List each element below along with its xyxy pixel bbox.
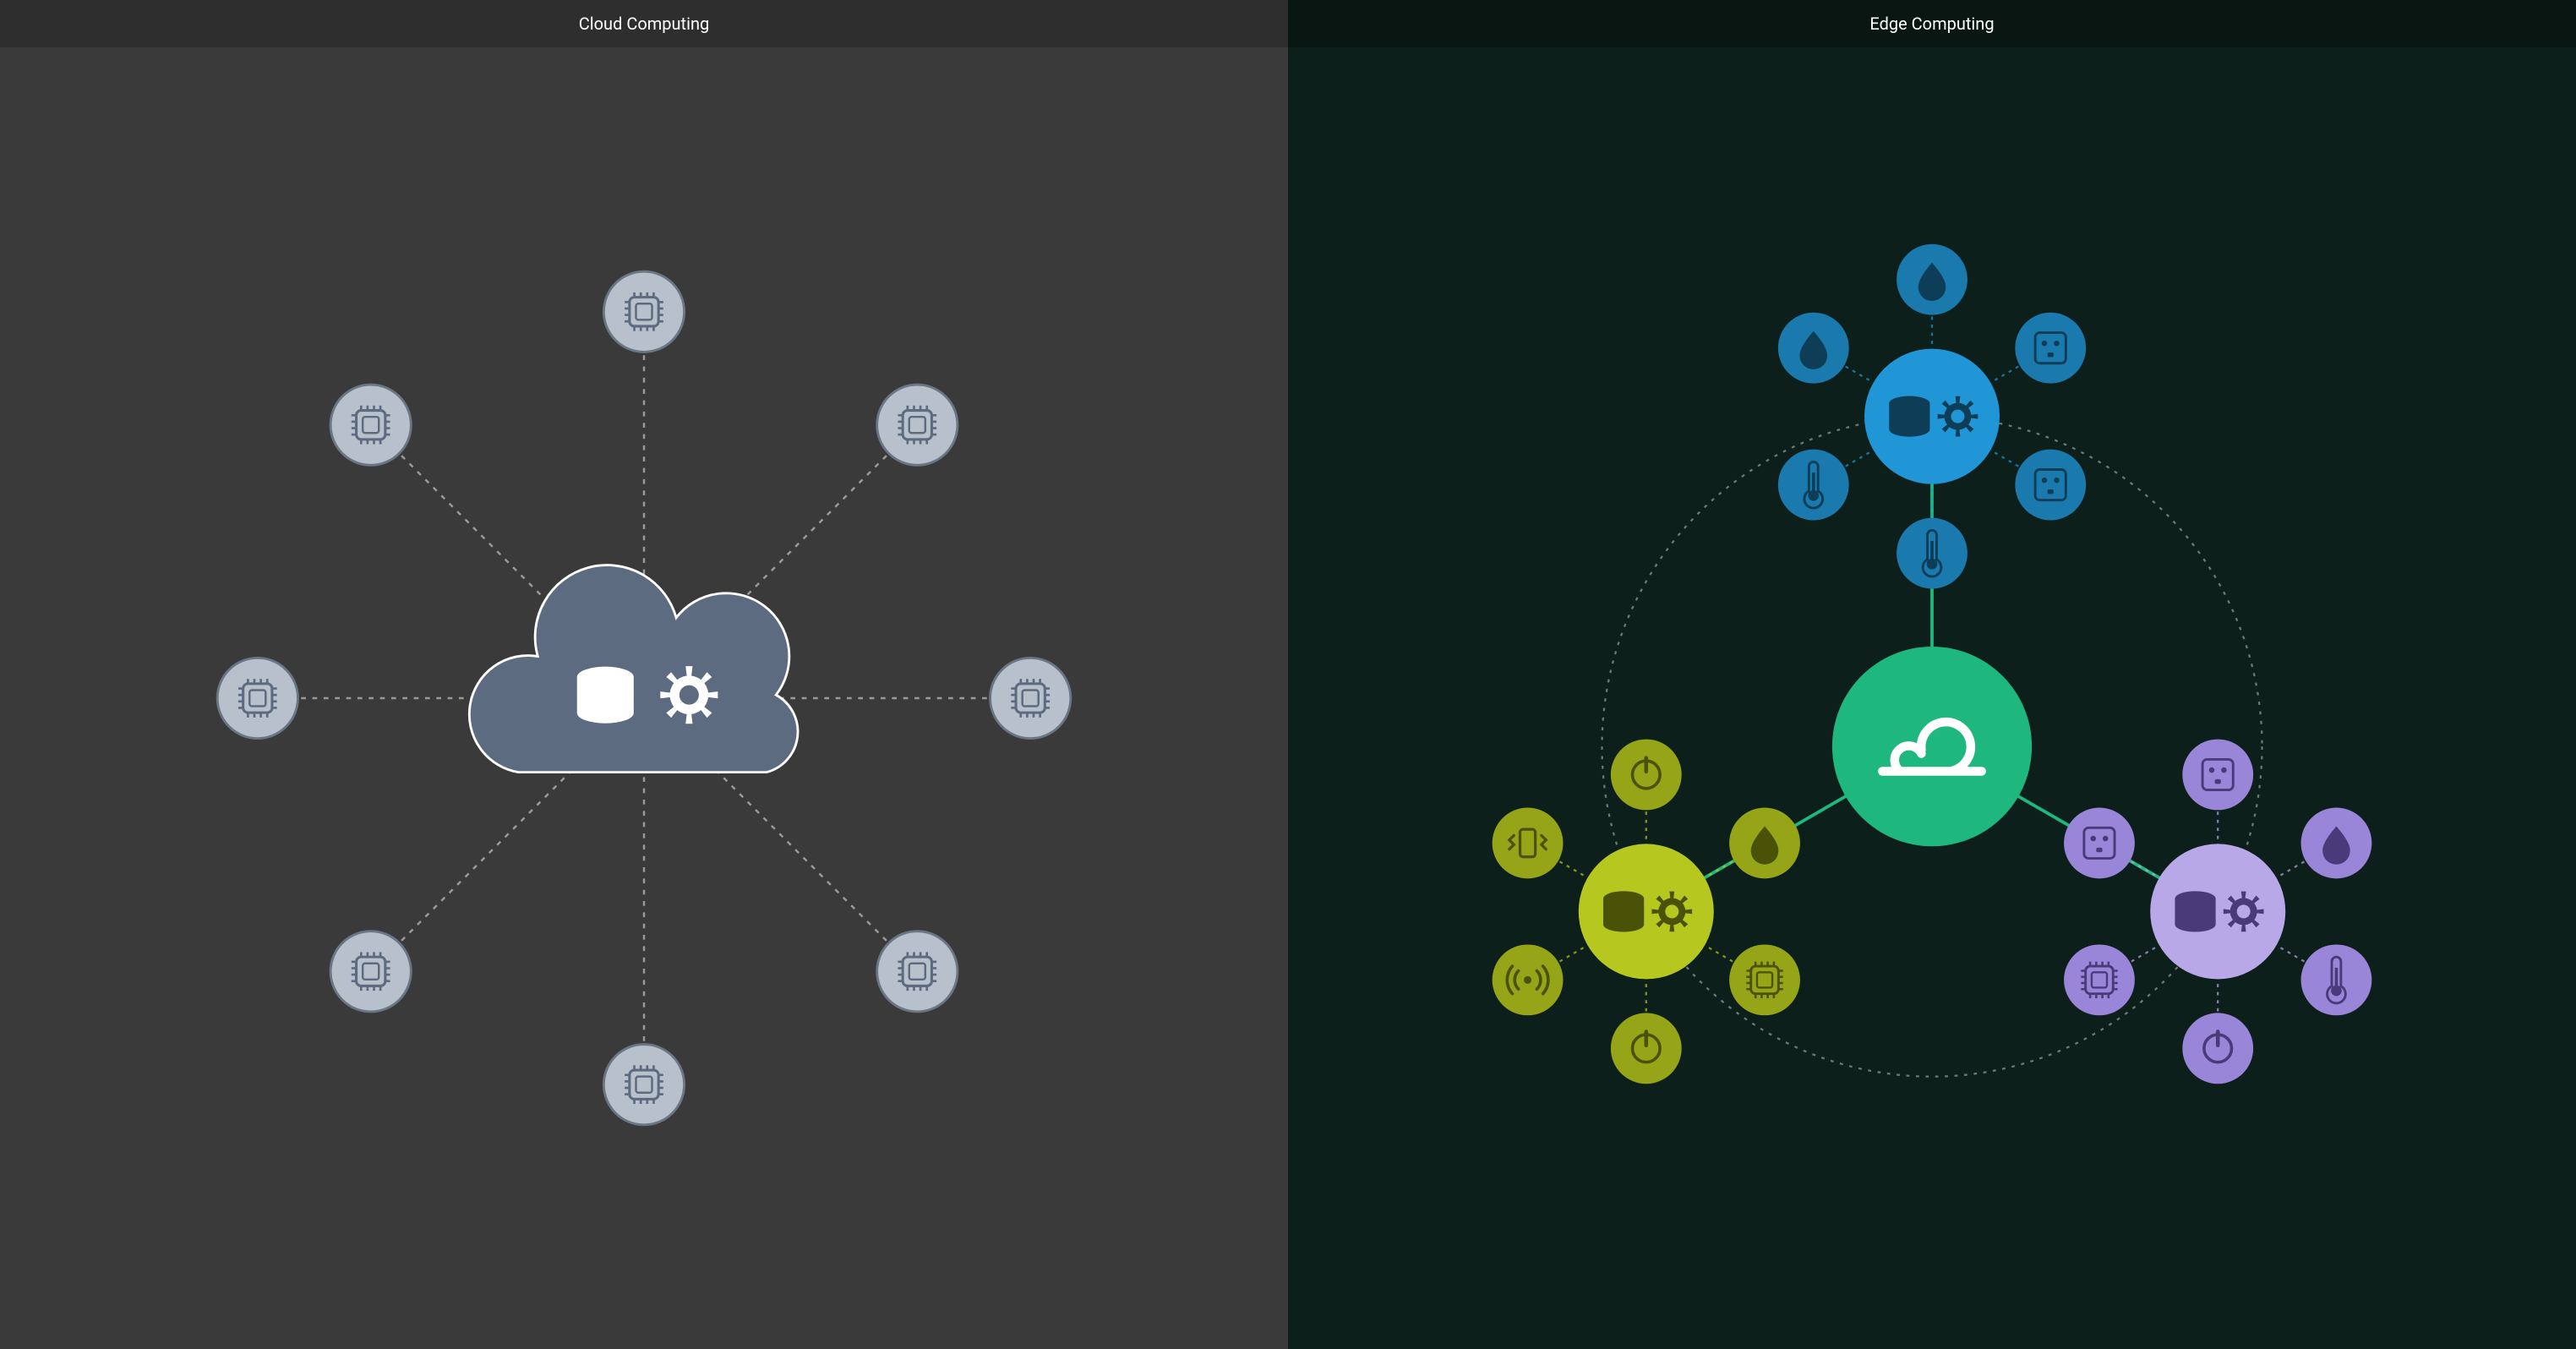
sensor-node xyxy=(1897,518,1967,589)
sensor-node xyxy=(2064,944,2135,1015)
edge-center-hub xyxy=(1832,647,2032,846)
cloud-center xyxy=(469,565,798,773)
edge-title-text: Edge Computing xyxy=(1869,14,1994,34)
database-icon xyxy=(577,667,634,724)
sensor-node xyxy=(2182,740,2253,811)
edge-diagram xyxy=(1288,47,2576,1349)
gear-icon xyxy=(660,666,718,724)
gear-icon xyxy=(1651,892,1692,932)
edge-diagram-body xyxy=(1288,47,2576,1349)
edge-panel: Edge Computing xyxy=(1288,0,2576,1349)
comparison-container: Cloud Computing Edge Computing xyxy=(0,0,2576,1349)
cloud-panel: Cloud Computing xyxy=(0,0,1288,1349)
sensor-node xyxy=(1778,313,1849,384)
sensor-node xyxy=(1611,1013,1682,1084)
sensor-node xyxy=(2301,944,2372,1015)
cloud-diagram-body xyxy=(0,47,1288,1349)
edge-title: Edge Computing xyxy=(1288,0,2576,47)
sensor-node xyxy=(2015,313,2086,384)
cloud-diagram xyxy=(0,47,1288,1349)
sensor-node xyxy=(1611,740,1682,811)
edge-cluster-hub xyxy=(2150,844,2285,979)
cpu-node xyxy=(877,385,958,465)
sensor-node xyxy=(2182,1013,2253,1084)
cpu-node xyxy=(603,1045,684,1125)
cpu-node xyxy=(217,658,297,738)
sensor-node xyxy=(2064,808,2135,879)
sensor-node xyxy=(1493,808,1564,879)
sensor-node xyxy=(2015,450,2086,521)
cpu-node xyxy=(603,271,684,352)
cpu-node xyxy=(330,385,411,465)
gear-icon xyxy=(1938,396,1978,437)
cpu-node xyxy=(991,658,1071,738)
sensor-node xyxy=(1897,244,1967,315)
database-icon xyxy=(2175,891,2215,931)
cpu-node xyxy=(330,931,411,1012)
sensor-node xyxy=(1729,808,1800,879)
sensor-node xyxy=(1729,944,1800,1015)
database-icon xyxy=(1603,891,1644,931)
edge-cluster-hub xyxy=(1864,349,2000,484)
sensor-node xyxy=(1493,944,1564,1015)
sensor-node xyxy=(1778,450,1849,521)
gear-icon xyxy=(2224,892,2264,932)
cloud-title: Cloud Computing xyxy=(0,0,1288,47)
cpu-node xyxy=(877,931,958,1012)
database-icon xyxy=(1889,396,1929,437)
cloud-title-text: Cloud Computing xyxy=(579,14,709,34)
sensor-node xyxy=(2301,808,2372,879)
edge-cluster-hub xyxy=(1579,844,1714,979)
